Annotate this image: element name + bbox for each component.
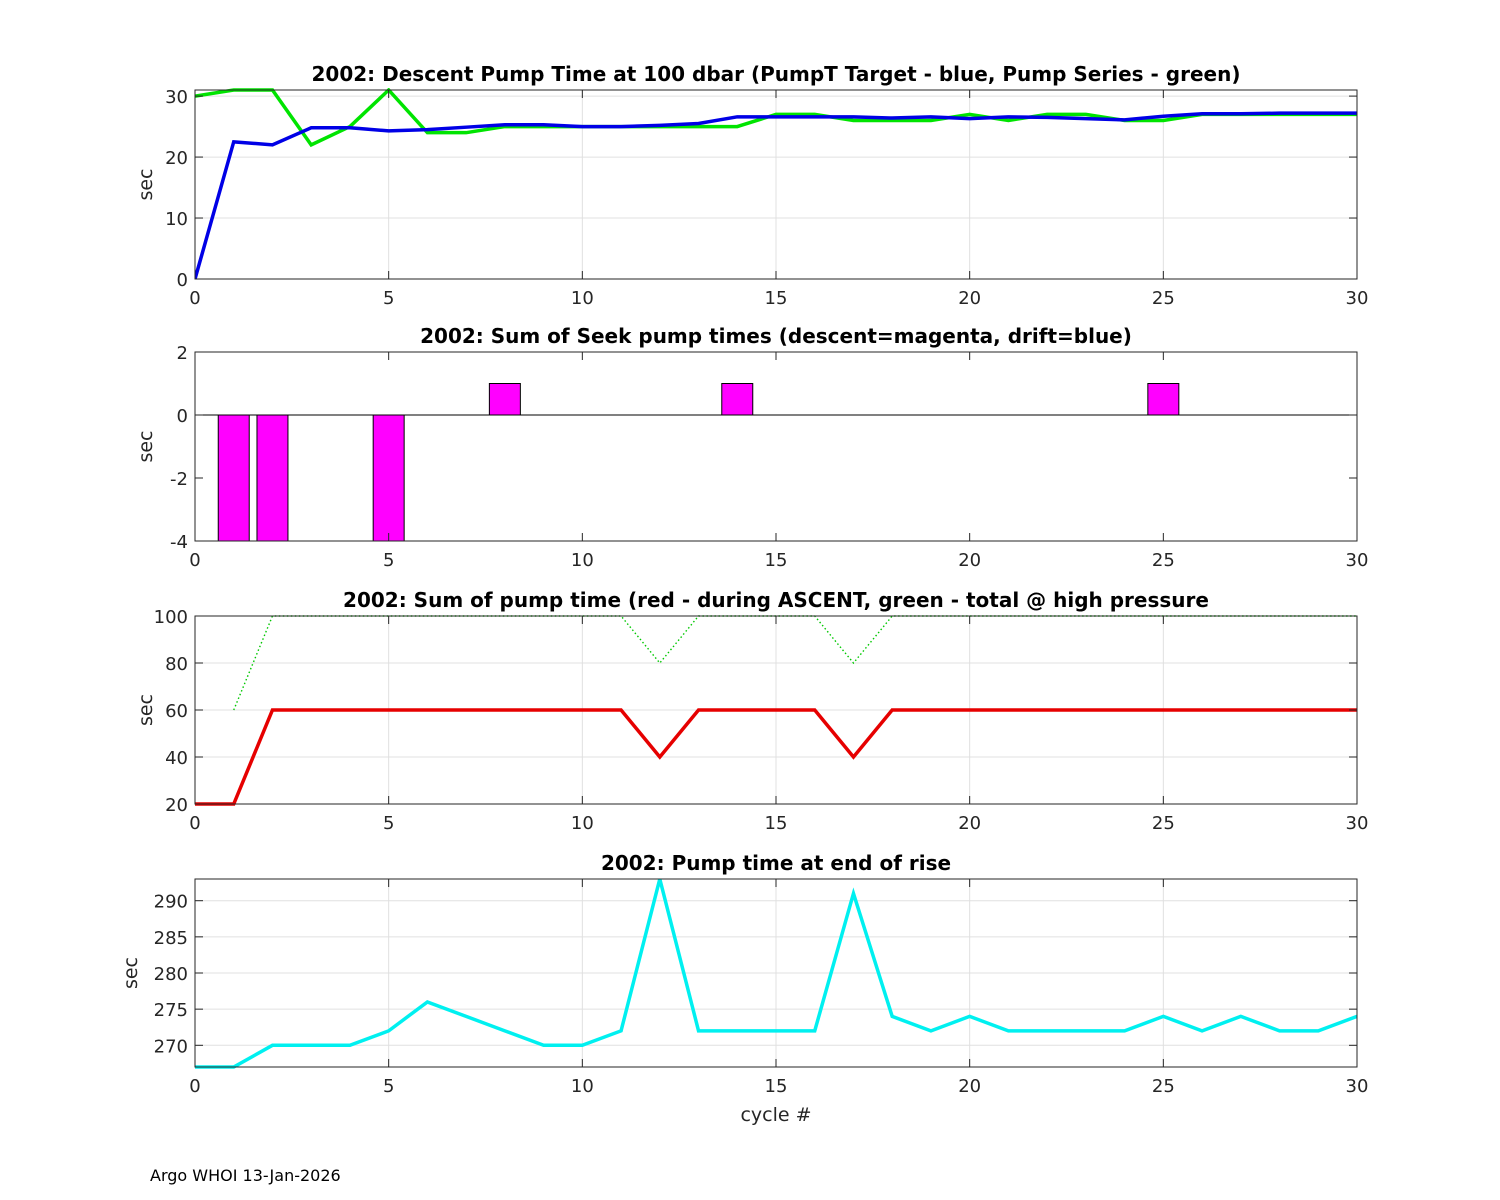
chart-title: 2002: Sum of Seek pump times (descent=ma… xyxy=(420,324,1132,348)
panel-seek-pump-times: 0 5 10 15 20 25 30 -4 -2 0 2 2002: Sum of Seek pump… xyxy=(135,324,1368,571)
bar-descent xyxy=(1147,383,1180,416)
x-tick-label: 20 xyxy=(958,813,981,834)
panel-sum-pump-time: 0 5 10 15 20 25 30 20 40 60 80 100 2002: Sum of pump… xyxy=(135,588,1368,834)
x-tick-label: 0 xyxy=(189,288,200,309)
y-tick-label: 80 xyxy=(165,654,188,675)
x-tick-label: 20 xyxy=(958,550,981,571)
y-tick-label: 10 xyxy=(165,209,188,230)
x-tick-label: 30 xyxy=(1346,288,1369,309)
x-tick-label: 15 xyxy=(765,288,788,309)
x-tick-label: 10 xyxy=(571,288,594,309)
y-tick-label: 30 xyxy=(165,87,188,108)
panel-pump-time-end-of-rise: 0 5 10 15 20 25 30 270 275 280 285 290 2002: Pump ti… xyxy=(120,851,1368,1126)
y-tick-label: 270 xyxy=(154,1036,188,1057)
x-tick-label: 25 xyxy=(1152,288,1175,309)
y-tick-label: 0 xyxy=(177,406,188,427)
x-tick-label: 0 xyxy=(189,1076,200,1097)
x-tick-label: 15 xyxy=(765,550,788,571)
bar-descent xyxy=(256,414,289,542)
bar-descent xyxy=(217,414,250,542)
x-tick-label: 15 xyxy=(765,813,788,834)
bar-descent xyxy=(372,414,405,542)
panel-descent-pump-time: 0 5 10 15 20 25 30 0 10 20 30 2002: Descent Pump Ti… xyxy=(135,62,1368,309)
footer-credit: Argo WHOI 13-Jan-2026 xyxy=(150,1166,341,1185)
plot-area xyxy=(195,383,1357,542)
y-axis-label: sec xyxy=(135,694,157,726)
plot-area xyxy=(195,878,1357,1069)
x-tick-label: 10 xyxy=(571,1076,594,1097)
y-tick-label: 20 xyxy=(165,795,188,816)
x-tick-label: 5 xyxy=(383,550,394,571)
x-tick-label: 5 xyxy=(383,813,394,834)
x-tick-label: 5 xyxy=(383,288,394,309)
y-axis-label: sec xyxy=(120,957,142,989)
chart-title: 2002: Descent Pump Time at 100 dbar (Pum… xyxy=(312,62,1241,86)
x-tick-label: 0 xyxy=(189,550,200,571)
x-tick-label: 30 xyxy=(1346,813,1369,834)
x-tick-label: 10 xyxy=(571,550,594,571)
y-tick-label: -4 xyxy=(170,532,188,553)
y-axis-label: sec xyxy=(135,430,157,462)
series-line-ascent xyxy=(195,708,1357,806)
chart-title: 2002: Pump time at end of rise xyxy=(601,851,951,875)
x-tick-label: 30 xyxy=(1346,550,1369,571)
x-tick-label: 15 xyxy=(765,1076,788,1097)
chart-title: 2002: Sum of pump time (red - during ASC… xyxy=(343,588,1209,612)
bar-descent xyxy=(721,383,754,416)
y-tick-label: 60 xyxy=(165,701,188,722)
y-tick-label: 280 xyxy=(154,964,188,985)
x-tick-label: 30 xyxy=(1346,1076,1369,1097)
x-tick-label: 25 xyxy=(1152,813,1175,834)
x-tick-label: 20 xyxy=(958,1076,981,1097)
bar-descent xyxy=(488,383,521,416)
x-tick-label: 10 xyxy=(571,813,594,834)
x-axis-label: cycle # xyxy=(740,1104,811,1126)
series-line-end-of-rise xyxy=(195,878,1357,1069)
y-axis-label: sec xyxy=(135,168,157,200)
y-tick-label: 285 xyxy=(154,928,188,949)
y-tick-label: 2 xyxy=(177,343,188,364)
x-tick-label: 25 xyxy=(1152,550,1175,571)
y-tick-label: 40 xyxy=(165,748,188,769)
y-tick-label: 100 xyxy=(154,607,188,628)
x-tick-label: 5 xyxy=(383,1076,394,1097)
y-tick-label: 20 xyxy=(165,148,188,169)
y-tick-label: -2 xyxy=(170,469,188,490)
y-tick-label: 290 xyxy=(154,892,188,913)
x-tick-label: 0 xyxy=(189,813,200,834)
x-tick-label: 20 xyxy=(958,288,981,309)
x-tick-label: 25 xyxy=(1152,1076,1175,1097)
series-line-pumpt-target xyxy=(195,111,1357,280)
y-tick-label: 275 xyxy=(154,1000,188,1021)
y-tick-label: 0 xyxy=(177,270,188,291)
